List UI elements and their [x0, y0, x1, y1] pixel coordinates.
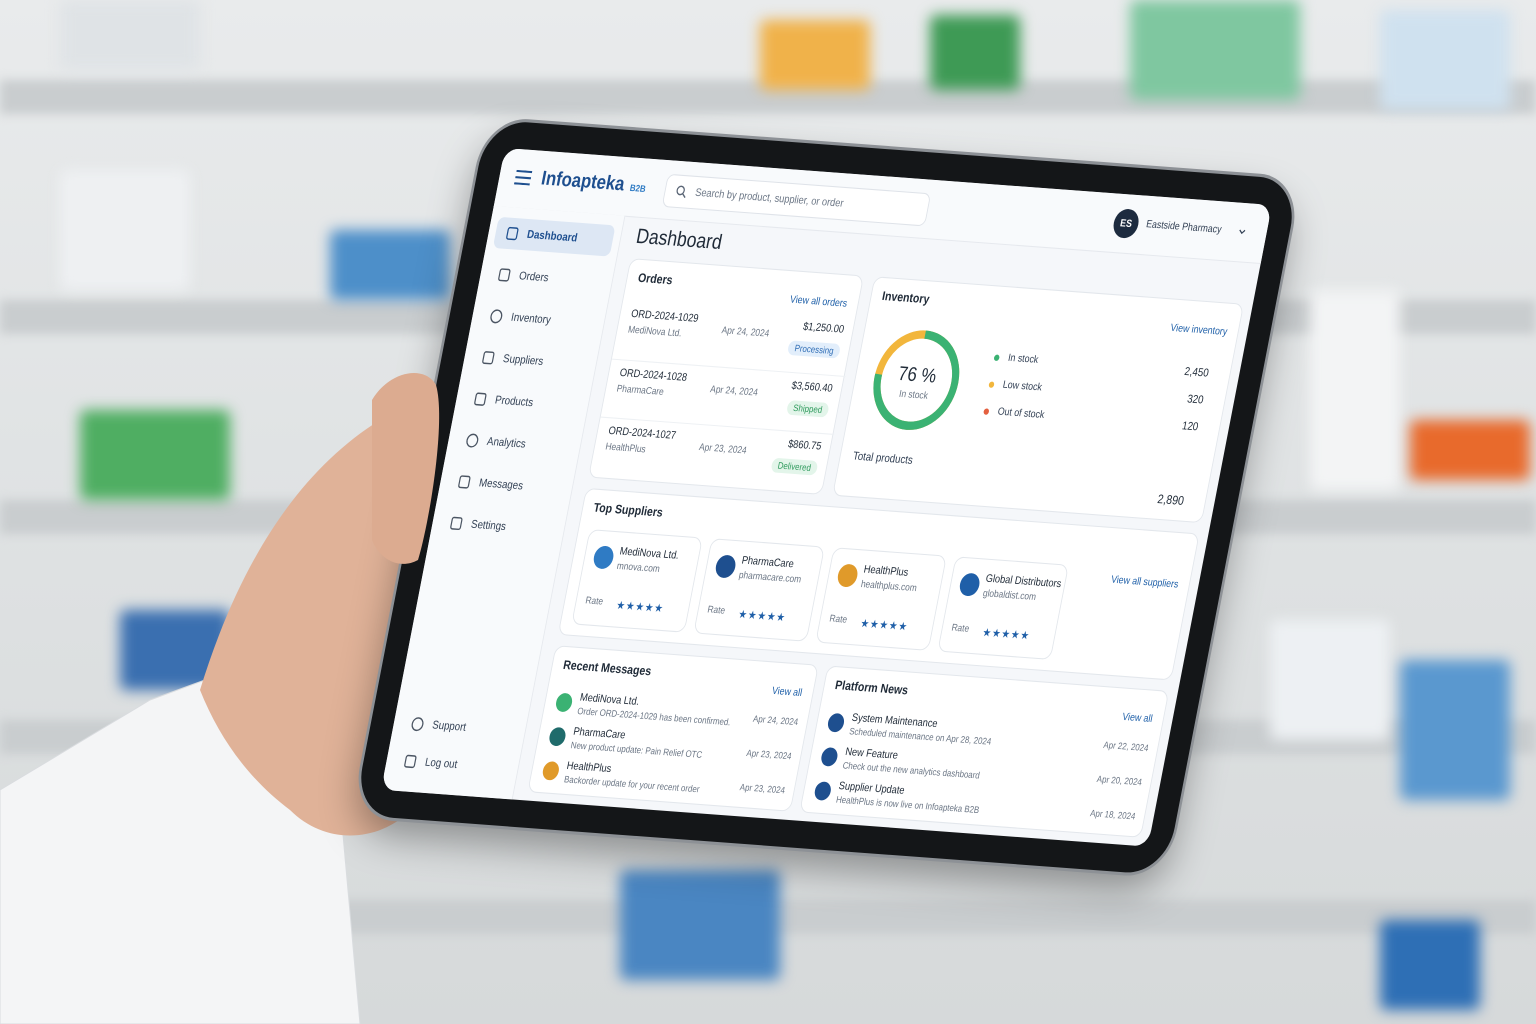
search-handle	[682, 193, 686, 199]
icon-shape	[482, 351, 495, 365]
tablet: Infoapteka B2B Search by product, supplier…	[353, 119, 1300, 876]
box	[1380, 920, 1480, 1010]
nav-item[interactable]: Products	[461, 382, 584, 422]
box	[60, 170, 190, 290]
icon-shape	[506, 226, 519, 241]
icon	[474, 392, 487, 406]
sidebar: Dashboard Orders Inventory Suppliers Product…	[381, 205, 626, 800]
box	[330, 230, 450, 300]
nav-item[interactable]: Inventory	[477, 300, 600, 340]
icon-shape	[450, 516, 463, 531]
box	[80, 410, 230, 500]
icon-shape	[458, 475, 471, 489]
nav-item[interactable]: Messages	[445, 465, 568, 505]
box	[1410, 420, 1530, 480]
icon-shape	[474, 392, 487, 406]
icon-shape	[498, 268, 511, 282]
nav-footer-item[interactable]: Support	[398, 707, 521, 747]
box	[1400, 660, 1510, 800]
search-lens	[676, 185, 685, 196]
icon-shape	[466, 433, 479, 448]
icon	[458, 475, 471, 489]
menu-bar	[515, 176, 532, 180]
box	[930, 15, 1020, 90]
menu-button[interactable]	[513, 169, 533, 186]
screen: Infoapteka B2B Search by product, supplier…	[381, 148, 1273, 847]
icon	[450, 516, 463, 531]
nav-item[interactable]: Analytics	[453, 424, 576, 464]
nav-item[interactable]: Suppliers	[469, 341, 592, 381]
donut	[873, 330, 960, 430]
nav-item[interactable]: Dashboard	[492, 216, 616, 257]
icon	[482, 351, 495, 365]
icon-shape	[411, 717, 424, 732]
icon	[466, 433, 479, 448]
box	[1270, 620, 1390, 740]
search-icon	[676, 185, 686, 199]
menu-bar	[516, 169, 533, 174]
box	[620, 870, 780, 980]
box	[760, 20, 870, 90]
search-box[interactable]: Search by product, supplier, or order	[661, 173, 932, 227]
chevron	[1239, 229, 1246, 235]
icon	[411, 717, 424, 732]
top-bar: Infoapteka B2B Search by product, supplier…	[493, 148, 1273, 265]
menu-bar	[513, 182, 530, 186]
nav-item[interactable]: Orders	[485, 258, 608, 298]
icon	[498, 268, 511, 282]
thumb-shape	[372, 373, 440, 564]
icon	[404, 754, 417, 769]
icon-shape	[404, 754, 417, 769]
nav-footer-item[interactable]: Log out	[391, 745, 514, 785]
icon	[490, 309, 503, 324]
box	[1130, 0, 1300, 100]
box	[60, 0, 200, 70]
account-chevron	[1239, 229, 1246, 235]
icon	[506, 226, 519, 241]
icon-shape	[490, 309, 503, 324]
box	[1380, 10, 1510, 110]
box	[1310, 290, 1400, 490]
nav-item[interactable]: Settings	[437, 507, 560, 547]
inventory-card: Inventory View inventory 76 % In stock In st…	[832, 276, 1245, 524]
donut-arc	[873, 330, 960, 430]
